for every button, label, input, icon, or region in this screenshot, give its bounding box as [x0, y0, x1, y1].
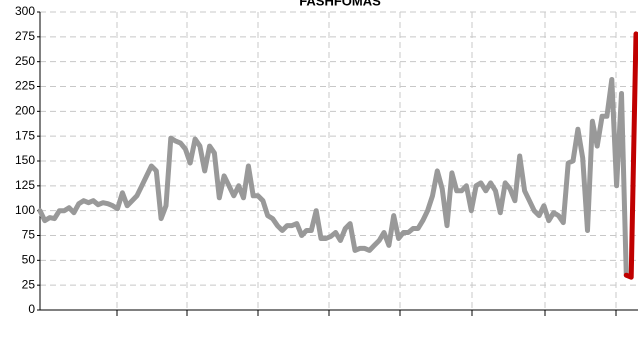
y-tick-label: 0 [28, 302, 35, 316]
data-line [623, 31, 638, 280]
x-grid [116, 12, 617, 316]
y-tick-label: 125 [15, 178, 35, 192]
y-tick-label: 300 [15, 4, 35, 18]
y-tick-label: 250 [15, 54, 35, 68]
y-tick-label: 275 [15, 29, 35, 43]
data-line [37, 77, 629, 278]
y-tick-label: 75 [22, 228, 36, 242]
y-tick-label: 25 [22, 277, 36, 291]
y-tick-label: 50 [22, 253, 36, 267]
y-tick-label: 150 [15, 153, 35, 167]
y-tick-label: 175 [15, 128, 35, 142]
y-tick-label: 100 [15, 203, 35, 217]
chart-title: FASHFOMAS [299, 0, 381, 8]
y-tick-label: 225 [15, 79, 35, 93]
y-tick-label: 200 [15, 104, 35, 118]
